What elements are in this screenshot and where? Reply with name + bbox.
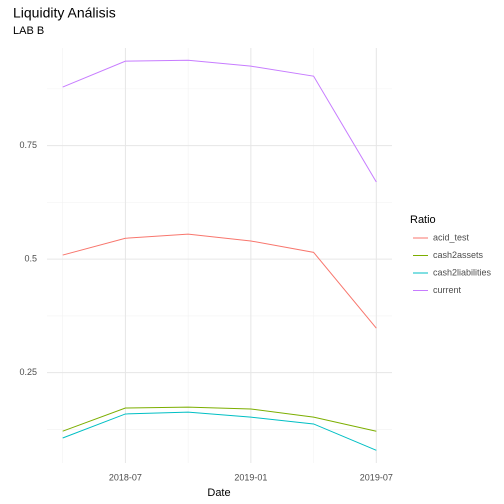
chart-subtitle: LAB B (13, 25, 44, 37)
series-line (62, 233, 377, 329)
series-line (62, 406, 377, 432)
legend-label: cash2liabilities (433, 267, 492, 277)
y-tick-label: 0.5 (24, 254, 37, 264)
y-tick-label: 0.25 (19, 367, 37, 377)
x-tick-label: 2019-07 (360, 472, 393, 482)
x-axis-label: Date (207, 487, 230, 499)
legend-label: current (433, 285, 462, 295)
y-tick-label: 0.75 (19, 140, 37, 150)
x-tick-label: 2018-07 (109, 472, 142, 482)
legend-title: Ratio (410, 214, 436, 226)
chart-title: Liquidity Análisis (13, 5, 116, 21)
legend-label: cash2assets (433, 250, 484, 260)
series-line (62, 411, 377, 451)
x-tick-label: 2019-01 (234, 472, 267, 482)
legend-label: acid_test (433, 232, 470, 242)
series-line (62, 59, 377, 183)
